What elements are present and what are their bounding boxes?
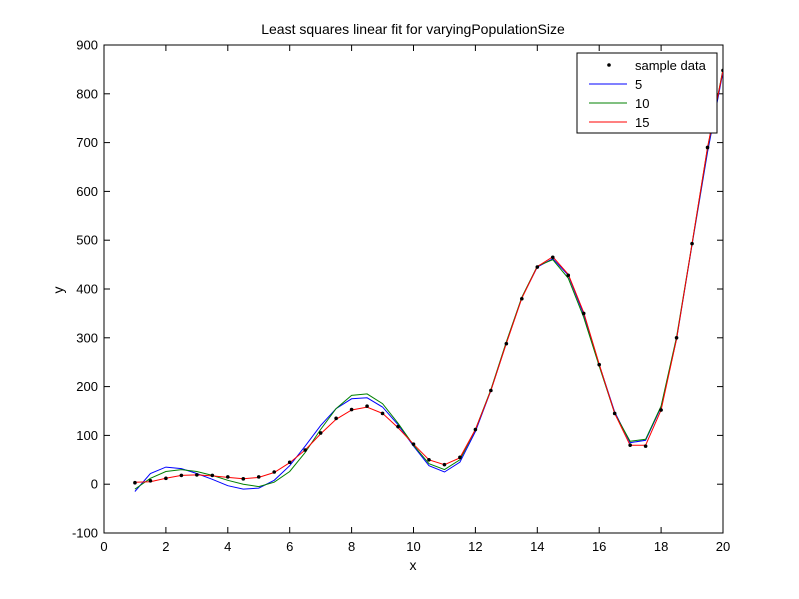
y-tick-label: -100 — [72, 526, 98, 541]
legend-label: 5 — [635, 77, 642, 92]
y-tick-label: 900 — [76, 38, 98, 53]
y-axis-label: y — [50, 287, 66, 294]
y-tick-label: 800 — [76, 86, 98, 101]
sample-data-point — [411, 442, 416, 446]
x-tick-label: 14 — [530, 539, 544, 554]
series-group — [133, 68, 723, 492]
x-tick-label: 18 — [654, 539, 668, 554]
legend-label: 10 — [635, 96, 649, 111]
sample-data-point — [721, 68, 723, 73]
y-tick-label: 200 — [76, 379, 98, 394]
x-tick-label: 12 — [468, 539, 482, 554]
series-line-10 — [134, 69, 723, 490]
sample-data-point — [550, 255, 555, 260]
x-tick-label: 6 — [286, 539, 293, 554]
x-tick-label: 2 — [162, 539, 169, 554]
sample-data-point — [427, 458, 431, 462]
y-tick-label: 400 — [76, 282, 98, 297]
sample-data-point — [396, 424, 400, 429]
sample-data-point — [581, 311, 586, 316]
sample-data-point — [210, 473, 215, 478]
y-tick-label: 500 — [76, 233, 98, 248]
sample-data-point — [659, 408, 663, 412]
sample-data-point — [365, 404, 369, 408]
legend-label: 15 — [635, 115, 649, 130]
sample-data-point — [148, 478, 153, 483]
sample-data-point — [380, 411, 385, 416]
sample-data-point — [535, 265, 540, 269]
sample-data-point — [690, 241, 694, 246]
x-tick-label: 10 — [406, 539, 420, 554]
x-tick-label: 8 — [348, 539, 355, 554]
sample-data-point — [628, 443, 632, 447]
sample-data-point — [473, 427, 478, 432]
sample-data-point — [442, 462, 447, 467]
x-axis-label: x — [410, 557, 417, 573]
sample-data-point — [164, 476, 168, 481]
sample-data-point — [566, 273, 571, 278]
sample-data-point — [133, 480, 137, 485]
x-tick-label: 20 — [716, 539, 730, 554]
sample-data-point — [458, 455, 462, 460]
legend-label: sample data — [635, 58, 707, 73]
sample-data-point — [612, 411, 617, 416]
x-tick-label: 16 — [592, 539, 606, 554]
sample-data-point — [272, 470, 277, 474]
sample-data-point — [256, 475, 261, 479]
sample-data-point — [287, 460, 292, 465]
sample-data-point — [241, 477, 246, 481]
y-tick-label: 600 — [76, 184, 98, 199]
y-tick-label: 300 — [76, 330, 98, 345]
sample-data-point — [349, 407, 354, 412]
sample-data-point — [226, 475, 230, 479]
sample-data-point — [334, 416, 338, 421]
sample-data-point — [504, 341, 509, 346]
y-tick-label: 100 — [76, 428, 98, 443]
legend-box — [576, 52, 718, 134]
sample-data-point — [674, 336, 679, 340]
y-tick-label: 700 — [76, 135, 98, 150]
y-tick-label: 0 — [91, 477, 98, 492]
legend: sample data 5 10 15 — [576, 52, 718, 134]
chart-title: Least squares linear fit for varyingPopu… — [261, 21, 565, 37]
sample-data-point — [303, 448, 307, 452]
sample-data-point — [489, 388, 493, 393]
legend-marker-sample-data — [607, 63, 611, 67]
sample-data-point — [195, 473, 199, 477]
x-tick-label: 0 — [100, 539, 107, 554]
sample-data-point — [520, 296, 524, 301]
sample-data-point — [705, 145, 710, 150]
sample-data-point — [179, 473, 184, 478]
sample-data-point — [318, 431, 323, 435]
sample-data-point — [643, 444, 648, 448]
x-tick-label: 4 — [224, 539, 231, 554]
sample-data-point — [597, 362, 601, 367]
